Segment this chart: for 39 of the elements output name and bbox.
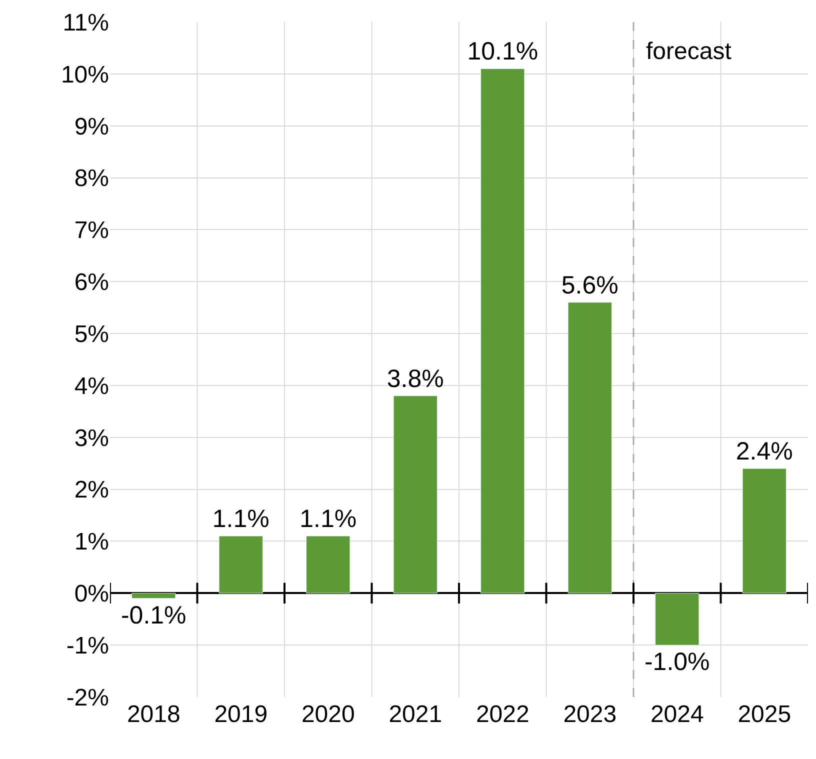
data-label: -0.1% (120, 601, 186, 630)
y-tick-label: 9% (74, 113, 109, 140)
y-tick-label: 6% (74, 269, 109, 296)
data-label: 3.8% (386, 364, 444, 393)
y-tick-label: 3% (74, 424, 109, 452)
bar (568, 302, 612, 594)
bar (655, 592, 700, 646)
bar (393, 396, 438, 594)
y-tick-label: 0% (74, 580, 109, 608)
y-tick-label: -2% (66, 684, 109, 712)
data-label: 1.1% (212, 505, 270, 534)
data-label: 10.1% (467, 38, 538, 66)
x-tick-label: 2024 (650, 701, 704, 728)
bar (218, 536, 263, 594)
bar (132, 592, 176, 599)
y-tick-label: 7% (74, 217, 109, 244)
data-label: -1.0% (644, 648, 710, 676)
y-tick-label: 5% (74, 320, 109, 348)
y-tick-label: 11% (62, 9, 109, 36)
y-tick-label: 4% (74, 372, 109, 400)
y-tick-label: 1% (74, 528, 109, 556)
x-tick-label: 2023 (563, 701, 617, 728)
bar (306, 536, 350, 594)
bar (480, 68, 525, 594)
x-tick-label: 2022 (476, 701, 530, 728)
y-tick-label: 10% (60, 61, 109, 88)
x-tick-label: 2018 (126, 701, 180, 728)
data-label: 2.4% (736, 438, 793, 466)
x-tick-label: 2021 (388, 701, 442, 728)
x-tick-label: 2020 (301, 701, 355, 728)
data-label: 1.1% (300, 505, 357, 534)
bar (742, 468, 786, 594)
y-tick-label: 2% (74, 476, 109, 504)
y-tick-label: 8% (74, 165, 109, 192)
x-tick-label: 2025 (738, 701, 792, 728)
ref-line-label: forecast (646, 38, 732, 65)
y-tick-label: -1% (66, 632, 109, 660)
x-tick-label: 2019 (214, 701, 268, 728)
data-label: 5.6% (561, 271, 618, 300)
